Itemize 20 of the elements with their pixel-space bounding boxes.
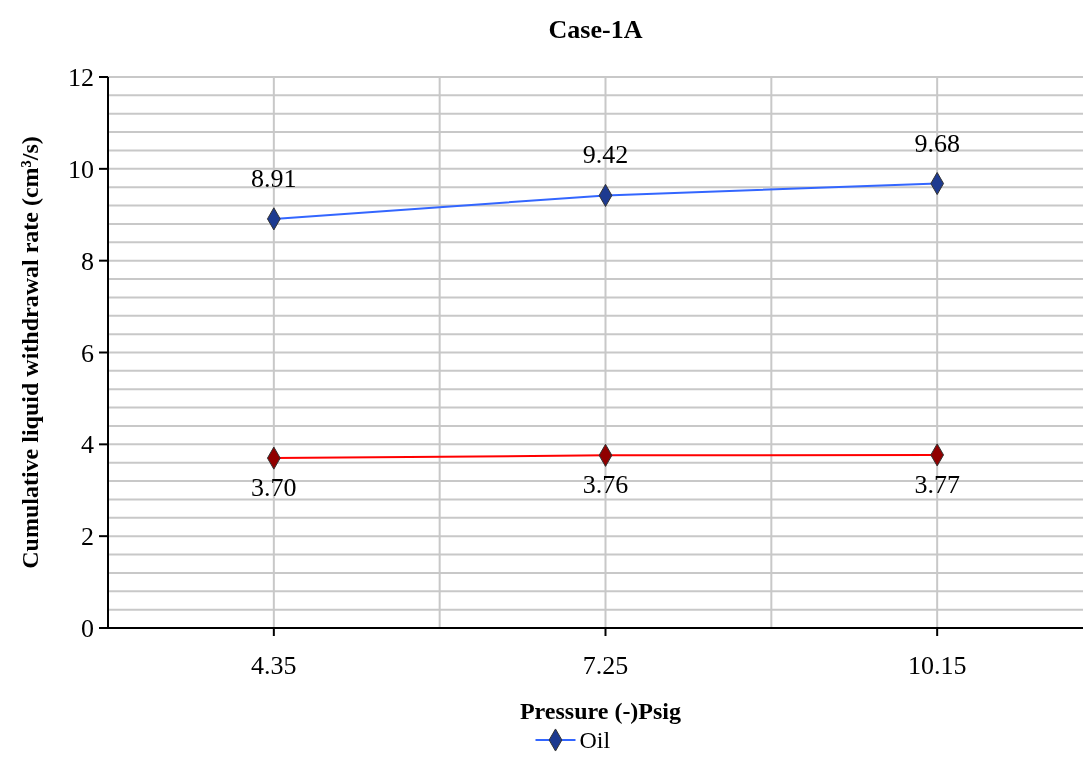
legend-label: Oil [579,727,611,754]
y-tick-label: 0 [81,614,94,644]
data-label: 3.70 [251,473,297,503]
data-label: 9.68 [914,128,960,158]
x-tick-label: 7.25 [582,651,629,680]
data-label: 8.91 [251,163,297,193]
x-tick-label: 4.35 [251,651,297,680]
y-tick-label: 8 [81,246,94,276]
data-label: 3.76 [582,470,629,500]
chart-title: Case-1A [548,15,643,44]
y-tick-label: 12 [68,63,94,93]
y-tick-label: 6 [81,338,94,368]
data-label: 9.42 [582,140,629,170]
y-tick-label: 2 [81,522,94,552]
y-tick-label: 10 [68,154,94,184]
y-tick-label: 4 [81,430,94,460]
x-tick-label: 10.15 [907,651,967,680]
data-label: 3.77 [914,469,960,499]
x-axis-title: Pressure (-)Psig [519,698,682,724]
y-axis-title: Cumulative liquid withdrawal rate (cm³/s) [17,136,43,569]
